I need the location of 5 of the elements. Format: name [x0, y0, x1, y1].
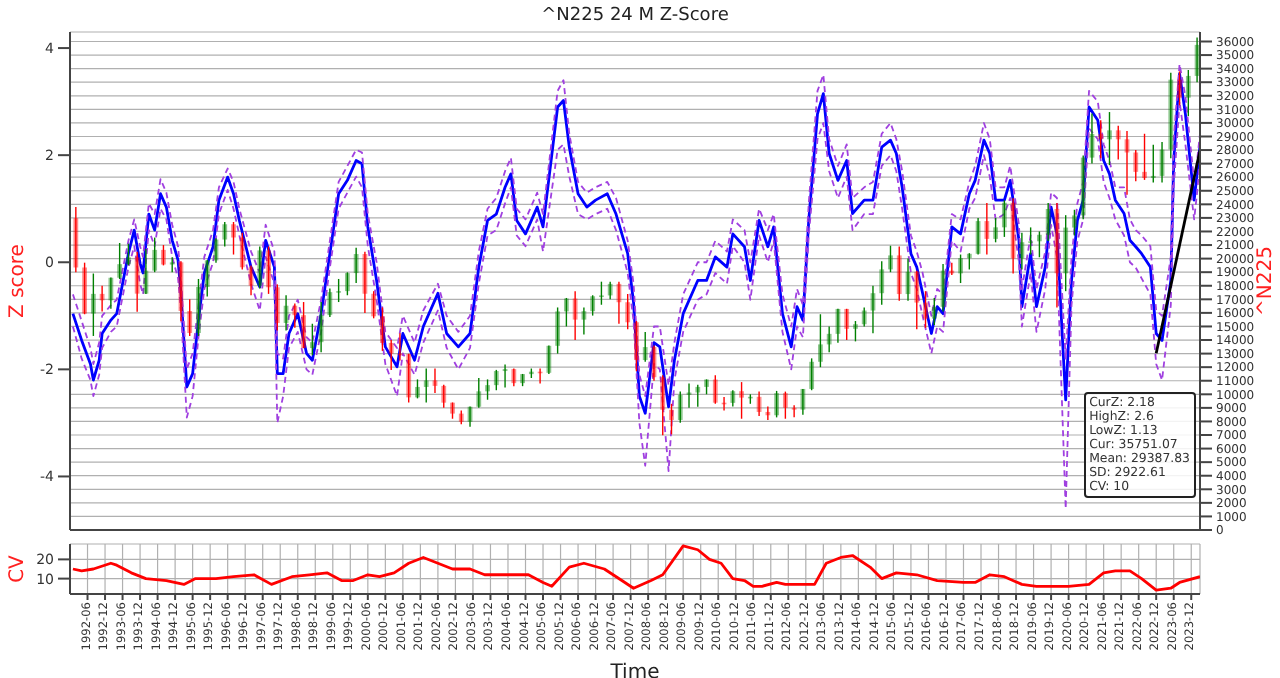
y2-axis-title: ^N225	[1255, 246, 1278, 316]
x-axis-title: Time	[608, 662, 660, 678]
y-axis-title: CV	[7, 554, 30, 583]
y-axis-title: Z score	[7, 244, 30, 318]
chart-title: ^N225 24 M Z-Score	[539, 6, 731, 26]
